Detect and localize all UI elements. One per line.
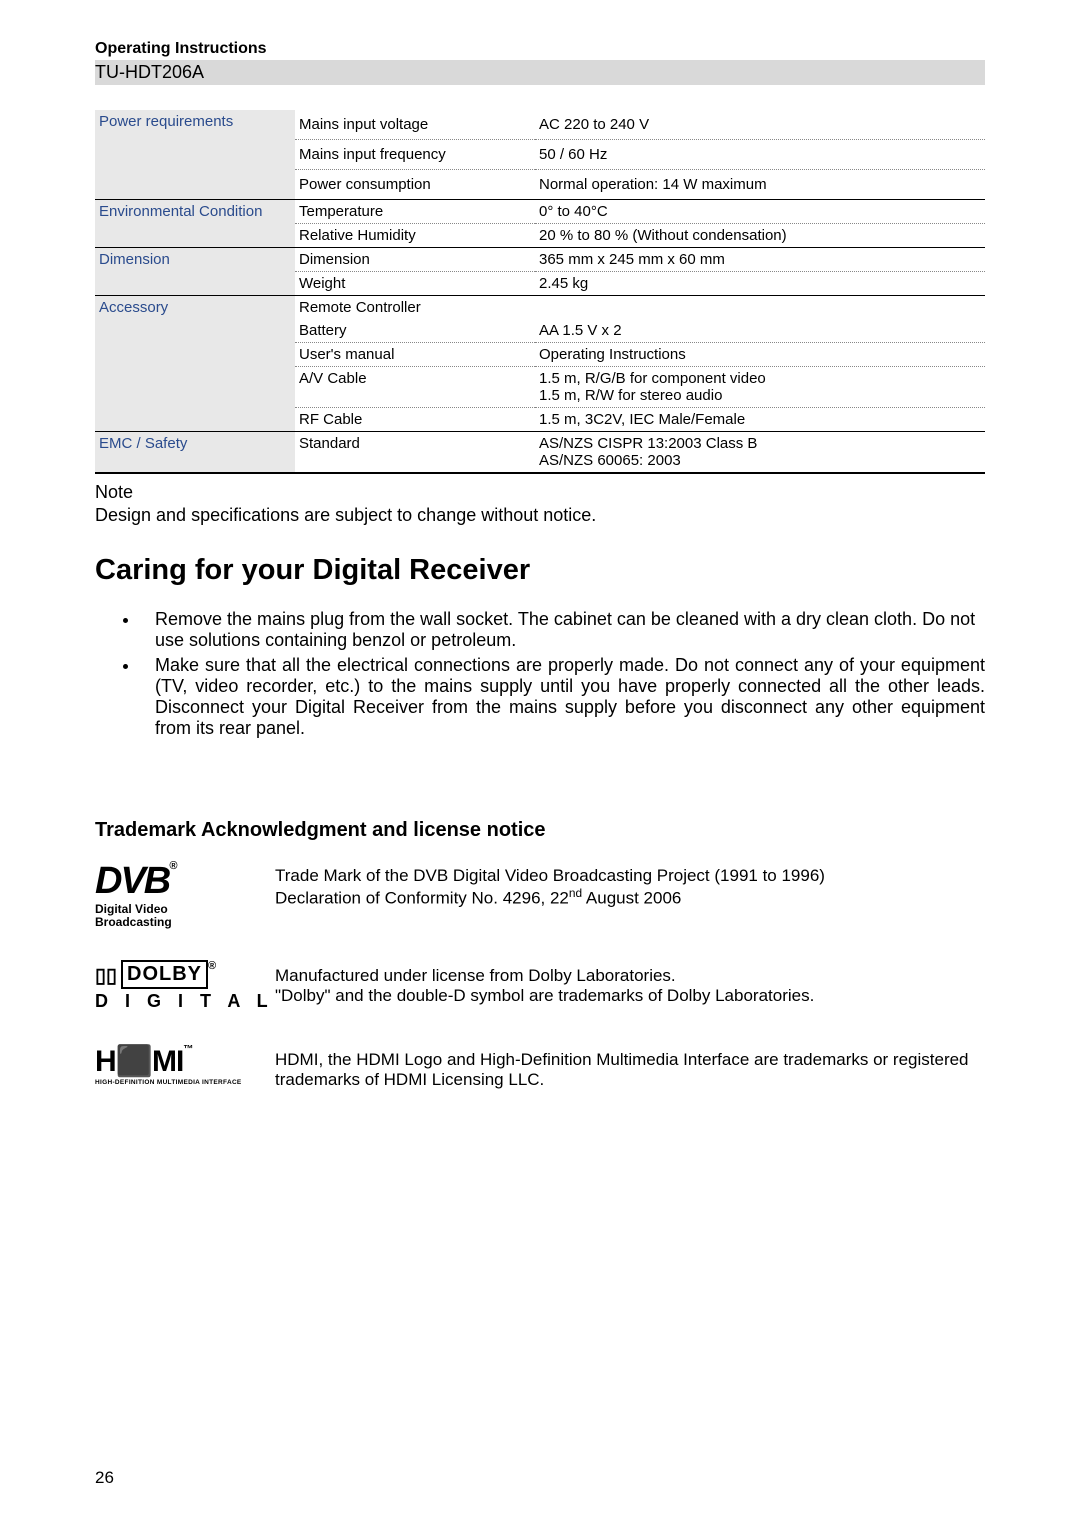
spec-value: Operating Instructions — [535, 343, 985, 367]
spec-param: Mains input voltage — [295, 110, 535, 140]
spec-category: EMC / Safety — [95, 432, 295, 474]
trademark-heading: Trademark Acknowledgment and license not… — [95, 819, 985, 842]
spec-value: 20 % to 80 % (Without condensation) — [535, 224, 985, 248]
spec-value: 1.5 m, R/G/B for component video1.5 m, R… — [535, 367, 985, 408]
note-label: Note — [95, 482, 985, 503]
page-number: 26 — [95, 1468, 114, 1488]
note-text: Design and specifications are subject to… — [95, 505, 985, 526]
spec-param: Power consumption — [295, 170, 535, 200]
hdmi-logo: H⬛MI™ HIGH-DEFINITION MULTIMEDIA INTERFA… — [95, 1044, 275, 1086]
dolby-text: Manufactured under license from Dolby La… — [275, 960, 814, 1006]
table-row: DimensionDimension365 mm x 245 mm x 60 m… — [95, 248, 985, 272]
spec-param: A/V Cable — [295, 367, 535, 408]
spec-value: 0° to 40°C — [535, 200, 985, 224]
spec-value: AS/NZS CISPR 13:2003 Class BAS/NZS 60065… — [535, 432, 985, 474]
spec-category: Power requirements — [95, 110, 295, 200]
spec-param: Mains input frequency — [295, 140, 535, 170]
table-row: Environmental ConditionTemperature0° to … — [95, 200, 985, 224]
header-model: TU-HDT206A — [95, 60, 985, 85]
trademark-dvb: DVB® Digital VideoBroadcasting Trade Mar… — [95, 860, 985, 928]
trademark-hdmi: H⬛MI™ HIGH-DEFINITION MULTIMEDIA INTERFA… — [95, 1044, 985, 1090]
trademark-dolby: ▯▯DOLBY® D I G I T A L Manufactured unde… — [95, 960, 985, 1012]
spec-param: RF Cable — [295, 408, 535, 432]
table-row: AccessoryRemote Controller — [95, 296, 985, 320]
spec-value: AA 1.5 V x 2 — [535, 319, 985, 343]
spec-value: 50 / 60 Hz — [535, 140, 985, 170]
spec-value — [535, 296, 985, 320]
bullet-item: Make sure that all the electrical connec… — [140, 655, 985, 739]
spec-param: Dimension — [295, 248, 535, 272]
spec-value: Normal operation: 14 W maximum — [535, 170, 985, 200]
table-row: EMC / SafetyStandardAS/NZS CISPR 13:2003… — [95, 432, 985, 474]
dvb-text: Trade Mark of the DVB Digital Video Broa… — [275, 860, 825, 909]
spec-value: 365 mm x 245 mm x 60 mm — [535, 248, 985, 272]
spec-value: 1.5 m, 3C2V, IEC Male/Female — [535, 408, 985, 432]
section-title: Caring for your Digital Receiver — [95, 554, 985, 587]
care-bullets: Remove the mains plug from the wall sock… — [95, 609, 985, 739]
hdmi-text: HDMI, the HDMI Logo and High-Definition … — [275, 1044, 985, 1090]
spec-param: Relative Humidity — [295, 224, 535, 248]
spec-value: AC 220 to 240 V — [535, 110, 985, 140]
spec-param: Weight — [295, 272, 535, 296]
spec-param: Temperature — [295, 200, 535, 224]
dvb-logo: DVB® Digital VideoBroadcasting — [95, 860, 275, 928]
spec-category: Accessory — [95, 296, 295, 432]
spec-value: 2.45 kg — [535, 272, 985, 296]
spec-param: Remote Controller — [295, 296, 535, 320]
dolby-logo: ▯▯DOLBY® D I G I T A L — [95, 960, 275, 1012]
spec-param: Battery — [295, 319, 535, 343]
spec-table: Power requirementsMains input voltageAC … — [95, 110, 985, 474]
spec-param: User's manual — [295, 343, 535, 367]
spec-category: Environmental Condition — [95, 200, 295, 248]
spec-category: Dimension — [95, 248, 295, 296]
header-title: Operating Instructions — [95, 40, 985, 58]
spec-param: Standard — [295, 432, 535, 474]
table-row: Power requirementsMains input voltageAC … — [95, 110, 985, 140]
bullet-item: Remove the mains plug from the wall sock… — [140, 609, 985, 651]
